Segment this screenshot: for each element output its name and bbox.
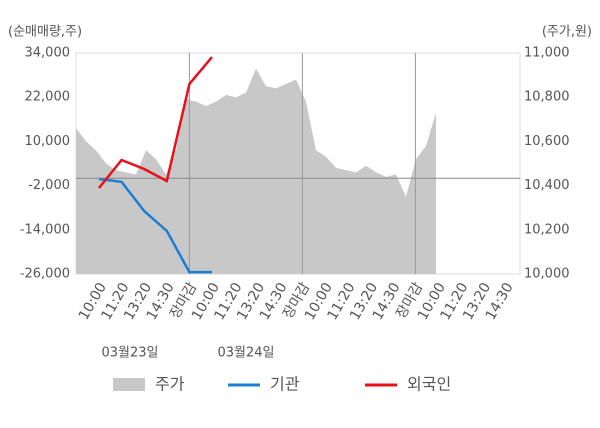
y-tick-label: -14,000 (20, 222, 70, 237)
legend-label: 외국인 (407, 375, 451, 394)
y-tick-label: 10,000 (25, 134, 71, 149)
y2-tick-label: 10,000 (524, 267, 570, 282)
y2-tick-label: 10,200 (524, 222, 570, 237)
y2-tick-label: 10,400 (524, 178, 570, 193)
legend-swatch (113, 378, 145, 391)
series-line (98, 177, 212, 274)
y-tick-label: 34,000 (25, 46, 71, 61)
legend-label: 기관 (270, 375, 300, 394)
price-area (76, 68, 436, 274)
y2-tick-label: 10,800 (524, 90, 570, 105)
y-tick-label: -2,000 (28, 178, 70, 193)
date-label: 03월24일 (217, 346, 274, 361)
y2-tick-label: 10,600 (524, 134, 570, 149)
y-axis-title: (순매매량,주) (8, 25, 82, 40)
y2-tick-label: 11,000 (524, 46, 570, 61)
date-label: 03월23일 (101, 346, 158, 361)
legend-label: 주가 (155, 375, 185, 394)
y-tick-label: 22,000 (25, 90, 71, 105)
y-tick-label: -26,000 (20, 267, 70, 282)
series-line (98, 56, 213, 189)
y2-axis-title: (주가,원) (542, 25, 592, 40)
